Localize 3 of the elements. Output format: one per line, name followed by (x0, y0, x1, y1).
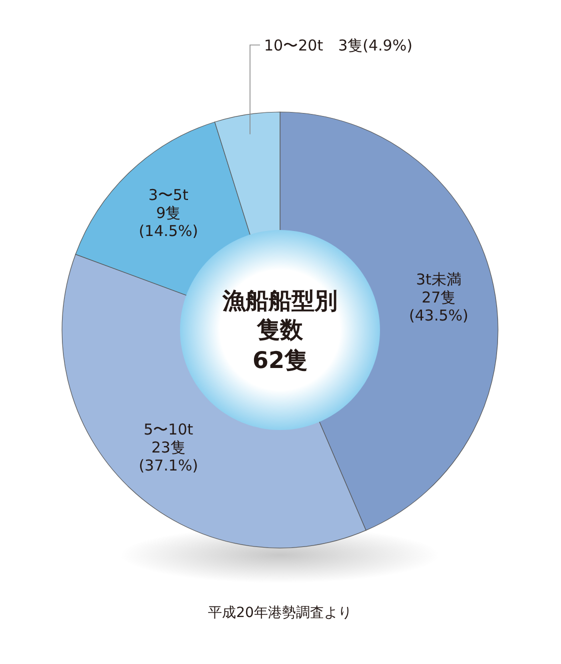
title: 漁船船型別隻数 (222, 288, 338, 344)
subtitle: 62隻 (252, 348, 308, 374)
annotation: 平成20年港勢調査より (208, 604, 352, 621)
